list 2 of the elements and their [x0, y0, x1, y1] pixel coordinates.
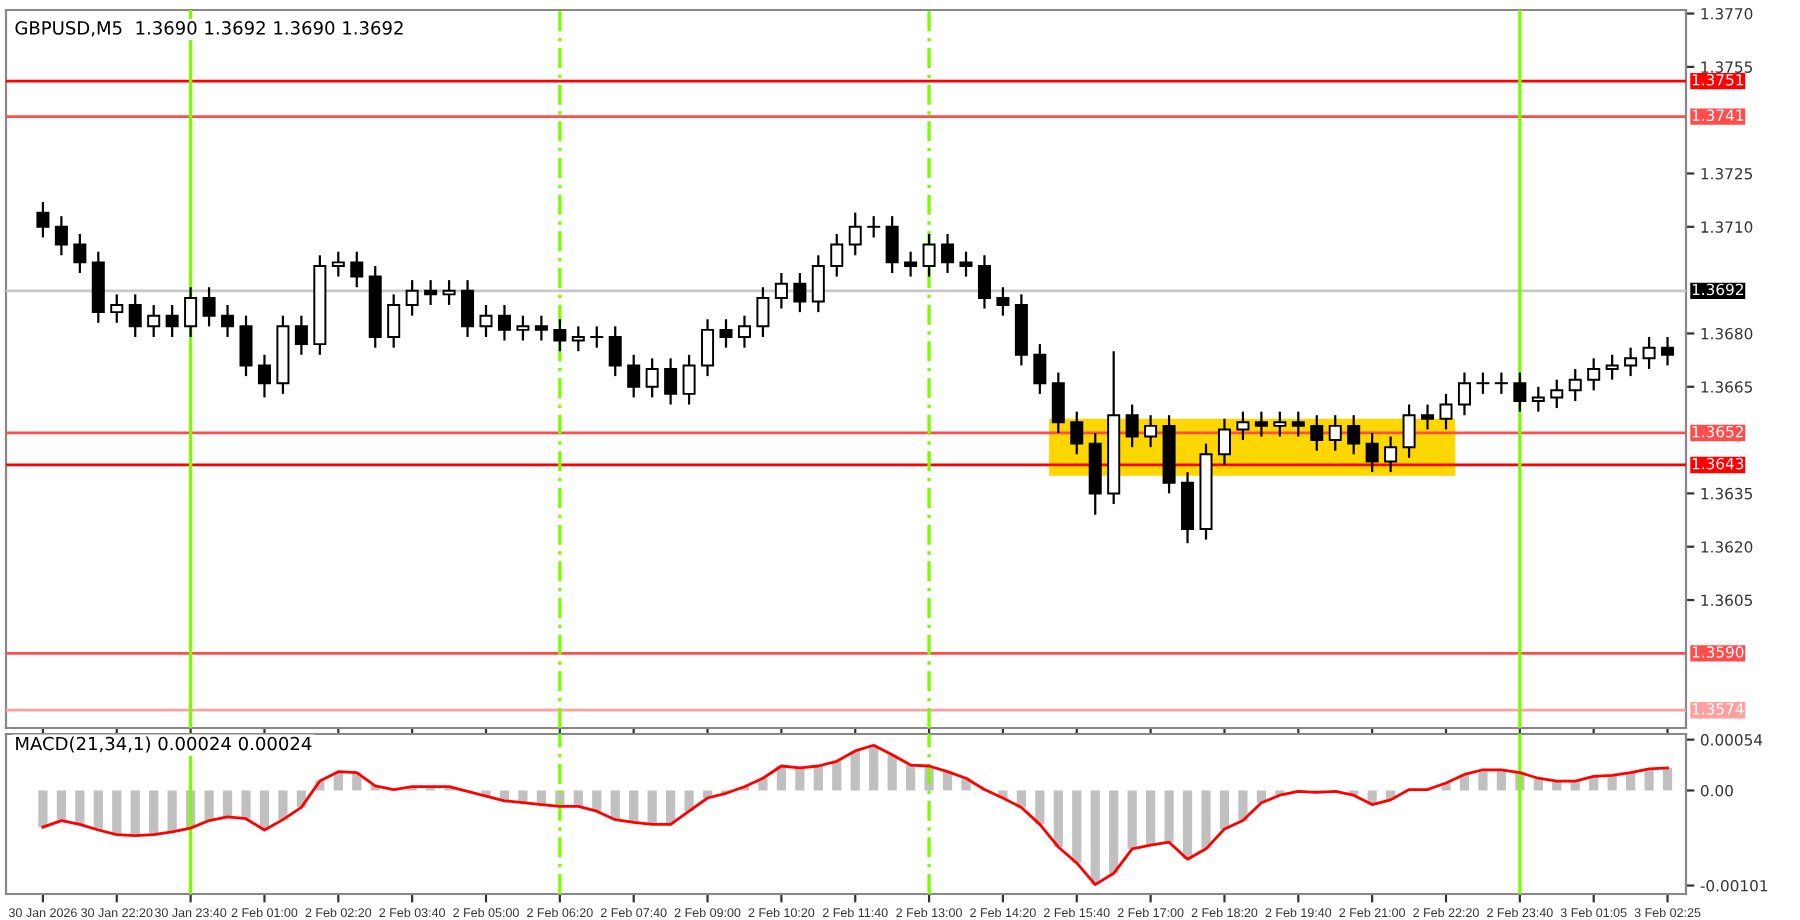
text: GBPUSD,M5 1.3690 1.3692 1.3690 1.3692: [15, 21, 403, 37]
chart-title: MACD(21,34,1) 0.00024 0.00024: [16, 736, 312, 753]
